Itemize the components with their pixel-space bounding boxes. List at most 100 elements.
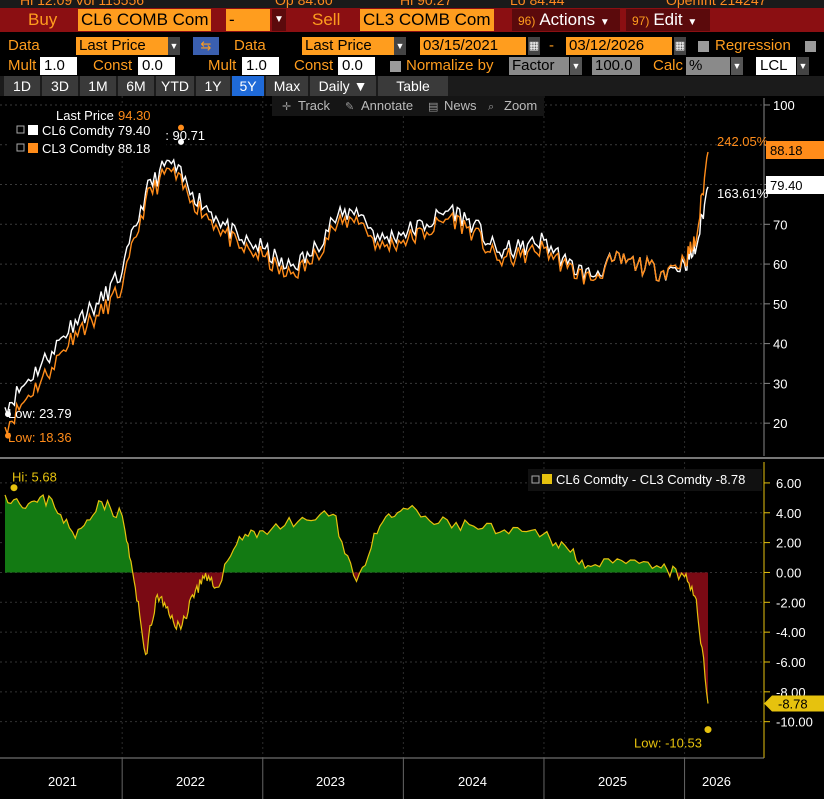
tab-6m[interactable]: 6M [118,76,154,96]
low-annotation-cl3: Low: 18.36 [8,430,72,445]
ticker-item: Op 84.60 [275,0,333,8]
x-tick-label: 2023 [316,774,345,789]
spread-low-marker [704,726,712,734]
start-date-field[interactable]: 03/15/2021 [420,37,526,55]
mult-settings-row: Mult 1.0 Const 0.0 Mult 1.0 Const 0.0 No… [0,57,824,76]
edit-menu-button[interactable]: 97) Edit ▼ [626,9,710,31]
extra-checkbox[interactable] [805,41,816,52]
normalize-checkbox[interactable] [390,61,401,72]
period-tabs: 1D 3D 1M 6M YTD 1Y 5Y Max Daily ▼ Table [0,76,824,96]
const2-field[interactable]: 0.0 [338,57,375,75]
normalize-dropdown[interactable]: ▼ [570,57,582,75]
last-value-box-cl3 [766,141,824,159]
pct-change-cl3: 242.05% [717,134,769,149]
legend-entry-cl6: CL6 Comdty 79.40 [42,123,150,138]
spread-low-annotation: Low: -10.53 [634,736,702,751]
tab-3d[interactable]: 3D [42,76,78,96]
lower-y-tick-label: 4.00 [776,506,801,521]
upper-y-tick-label: 40 [773,337,787,352]
spread-hi-annotation: Hi: 5.68 [12,470,57,485]
data1-dropdown[interactable]: ▼ [168,37,180,55]
sell-label: Sell [312,10,341,29]
buy-label: Buy [28,10,58,29]
calc-label: Calc [653,57,684,74]
lower-y-tick-label: -10.00 [776,715,813,730]
buy-security-field[interactable]: CL6 COMB Com [78,9,211,31]
start-calendar-icon[interactable]: ▦ [528,37,540,55]
upper-y-tick-label: 20 [773,416,787,431]
hi-marker-cl3 [178,124,184,131]
regression-checkbox[interactable] [698,41,709,52]
legend-swatch-cl3 [28,143,38,153]
end-calendar-icon[interactable]: ▦ [674,37,686,55]
low-annotation-cl6: Low: 23.79 [8,406,72,421]
tool-annotate: Annotate [361,98,413,113]
spread-negative-area [5,572,708,704]
tab-daily[interactable]: Daily ▼ [310,76,376,96]
x-tick-label: 2025 [598,774,627,789]
tab-max[interactable]: Max [266,76,308,96]
actions-menu-button[interactable]: 96) Actions ▼ [512,9,620,31]
sell-security-field[interactable]: CL3 COMB Com [360,9,494,31]
tab-1y[interactable]: 1Y [196,76,230,96]
normalize-field[interactable]: Factor [509,57,569,75]
mult1-field[interactable]: 1.0 [40,57,77,75]
currency-dropdown[interactable]: ▼ [797,57,809,75]
legend-swatch-spread [542,474,552,484]
currency-field[interactable]: LCL [756,57,796,75]
tab-ytd[interactable]: YTD [156,76,194,96]
data-settings-row: Data Last Price ▼ ⇆ Data Last Price ▼ 03… [0,37,824,56]
operator-dropdown[interactable]: ▼ [272,9,286,31]
mult2-field[interactable]: 1.0 [242,57,279,75]
spread-positive-area [5,494,677,573]
tab-1m[interactable]: 1M [80,76,116,96]
data2-label: Data [234,37,266,54]
legend-header: Last Price [56,108,114,123]
spread-last-value: -8.78 [778,696,808,711]
security-bar: Buy CL6 COMB Com - ▼ Sell CL3 COMB Com 9… [0,8,824,32]
lower-y-tick-label: -4.00 [776,625,806,640]
low-marker-cl6 [5,411,11,418]
date-separator: - [549,37,554,54]
upper-y-tick-label: 30 [773,376,787,391]
mult2-label: Mult [208,57,237,74]
tab-1d[interactable]: 1D [4,76,40,96]
lower-y-tick-label: 6.00 [776,476,801,491]
swap-icon[interactable]: ⇆ [193,37,219,55]
tool-icon-zoom: ⌕ [488,101,494,113]
end-date-field[interactable]: 03/12/2026 [566,37,672,55]
operator-field[interactable]: - [226,9,270,31]
tab-5y[interactable]: 5Y [232,76,264,96]
cl3-series-line [4,151,709,437]
calc-field[interactable]: % [686,57,730,75]
tool-zoom: Zoom [504,98,537,113]
data2-dropdown[interactable]: ▼ [394,37,406,55]
tool-news: News [444,98,477,113]
upper-y-tick-label: 70 [773,217,787,232]
x-tick-label: 2022 [176,774,205,789]
chart-area[interactable]: 20 30 40 50 60 70 100 Hi: 90.71 Low: 23.79 Low: 1… [0,96,824,799]
legend-entry-spread: CL6 Comdty - CL3 Comdty -8.78 [556,472,745,487]
tab-table[interactable]: Table [378,76,448,96]
ticker-item: Hi 90.27 [400,0,453,8]
tool-icon-annotate: ✎ [345,101,354,113]
const2-label: Const [294,57,334,74]
ticker-item: Vol 115556 [75,0,145,8]
data1-label: Data [8,37,40,54]
x-tick-label: 2024 [458,774,487,789]
legend-swatch-cl6 [28,125,38,135]
data2-field[interactable]: Last Price [302,37,394,55]
factor-field[interactable]: 100.0 [592,57,640,75]
x-tick-label: 2021 [48,774,77,789]
ticker-strip: Hi 12.09 Vol 115556 Op 84.60 Hi 90.27 Lo 84.… [0,0,824,8]
tool-icon-news: ▤ [428,101,438,113]
calc-dropdown[interactable]: ▼ [731,57,743,75]
tool-icon-track: ✛ [282,101,291,113]
data1-field[interactable]: Last Price [76,37,168,55]
legend-expand-icon [531,475,540,484]
legend-header-value: 94.30 [118,108,151,123]
legend-expand-icon [16,143,25,152]
last-value-cl6: 79.40 [770,178,803,193]
const1-field[interactable]: 0.0 [138,57,175,75]
